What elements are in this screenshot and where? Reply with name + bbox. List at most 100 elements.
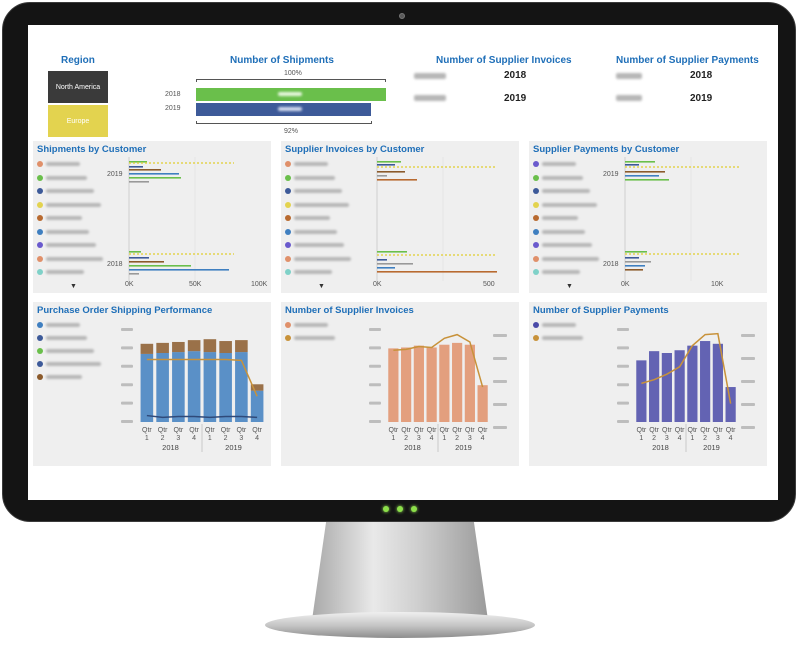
legend-label-redacted (294, 323, 328, 327)
axis-tick-label-redacted (369, 364, 381, 368)
legend-dot-icon (533, 335, 539, 341)
legend-item[interactable] (37, 334, 117, 342)
legend-item[interactable] (533, 268, 613, 276)
quarter-label: Qtr (174, 427, 184, 434)
legend-item[interactable] (533, 241, 613, 249)
legend-item[interactable] (533, 321, 613, 329)
legend-item[interactable] (285, 187, 365, 195)
quarter-label: Qtr (649, 427, 659, 434)
legend-item[interactable] (37, 321, 117, 329)
legend-item[interactable] (37, 160, 117, 168)
bar-mark (129, 169, 161, 171)
legend-item[interactable] (37, 241, 117, 249)
invoices-legend-scroll-icon[interactable]: ▼ (318, 283, 325, 290)
axis-tick-label-redacted (493, 380, 507, 383)
legend-item[interactable] (37, 187, 117, 195)
axis-tick-label-redacted (121, 401, 133, 405)
legend-item[interactable] (285, 268, 365, 276)
legend-dot-icon (37, 201, 43, 208)
legend-item[interactable] (533, 174, 613, 182)
legend-label-redacted (46, 229, 89, 234)
legend-item[interactable] (37, 228, 117, 236)
invoices-by-customer-plot (376, 157, 497, 281)
legend-item[interactable] (37, 360, 117, 368)
legend-dot-icon (533, 161, 539, 167)
legend-item[interactable] (285, 160, 365, 168)
bar-mark (172, 352, 185, 422)
year-label: 2019 (455, 443, 472, 452)
shipments-top-bracket (196, 79, 386, 82)
legend-item[interactable] (285, 228, 365, 236)
bar-mark (625, 171, 665, 173)
legend-item[interactable] (37, 214, 117, 222)
legend-item[interactable] (285, 334, 365, 342)
region-north-america-button[interactable]: North America (48, 71, 108, 103)
payments-tick-1: 10K (711, 281, 724, 288)
bar-mark (388, 348, 399, 422)
legend-item[interactable] (285, 214, 365, 222)
quarter-label: Qtr (189, 427, 199, 434)
monitor-bezel: Region North America Europe Number of Sh… (2, 2, 796, 522)
bar-mark (377, 259, 387, 261)
bar-mark (140, 343, 154, 354)
shipments-bottom-pct: 92% (284, 128, 299, 135)
bar-mark (250, 390, 264, 422)
legend-item[interactable] (37, 373, 117, 381)
supplier-payments-panel[interactable]: Number of Supplier Payments Qtr 1 Qtr 2 Qtr 3… (529, 302, 767, 466)
shipments-by-customer-panel[interactable]: Shipments by Customer 2019 2018 0K 50K 1… (33, 141, 271, 293)
legend-item[interactable] (285, 255, 365, 263)
legend-label-redacted (46, 336, 87, 340)
legend-item[interactable] (37, 174, 117, 182)
legend-dot-icon (533, 228, 539, 235)
legend-item[interactable] (37, 268, 117, 276)
payments-by-customer-panel[interactable]: Supplier Payments by Customer 2019 2018 … (529, 141, 767, 293)
bar-mark (129, 177, 181, 179)
series-line-secondary (146, 414, 258, 419)
legend-item[interactable] (285, 241, 365, 249)
led-icon (397, 506, 403, 512)
bar-mark (464, 344, 475, 422)
legend-label-redacted (542, 216, 578, 220)
axis-tick-label-redacted (493, 334, 507, 337)
legend-item[interactable] (37, 255, 117, 263)
invoices-by-customer-panel[interactable]: Supplier Invoices by Customer 0K 500 ▼ (281, 141, 519, 293)
legend-item[interactable] (533, 187, 613, 195)
legend-dot-icon (285, 174, 291, 181)
legend-item[interactable] (285, 201, 365, 209)
bar-mark (625, 251, 647, 253)
region-title: Region (61, 55, 95, 66)
region-europe-button[interactable]: Europe (48, 105, 108, 137)
legend-item[interactable] (533, 334, 613, 342)
legend-item[interactable] (533, 255, 613, 263)
legend-label-redacted (294, 216, 330, 220)
legend-dot-icon (533, 201, 539, 208)
legend-label-redacted (46, 256, 103, 261)
bar-mark (377, 271, 497, 273)
legend-item[interactable] (533, 201, 613, 209)
quarter-number: 1 (690, 435, 694, 442)
legend-item[interactable] (285, 321, 365, 329)
supplier-invoices-panel[interactable]: Number of Supplier Invoices Qtr 1 Qtr 2 Qtr 3… (281, 302, 519, 466)
payments-legend-scroll-icon[interactable]: ▼ (566, 283, 573, 290)
legend-item[interactable] (533, 228, 613, 236)
dashboard-screen: Region North America Europe Number of Sh… (28, 25, 778, 500)
bar-mark (625, 257, 639, 259)
bar-mark (712, 343, 723, 422)
legend-item[interactable] (37, 347, 117, 355)
legend-item[interactable] (533, 214, 613, 222)
legend-item[interactable] (37, 201, 117, 209)
led-icon (411, 506, 417, 512)
legend-dot-icon (285, 242, 291, 248)
quarter-number: 1 (208, 435, 212, 442)
invoices-tick-0: 0K (373, 281, 382, 288)
shipments-legend-scroll-icon[interactable]: ▼ (70, 283, 77, 290)
legend-item[interactable] (533, 160, 613, 168)
legend-item[interactable] (285, 174, 365, 182)
legend-dot-icon (533, 269, 539, 275)
po-shipping-panel[interactable]: Purchase Order Shipping Performance Qtr 1… (33, 302, 271, 466)
axis-tick-label-redacted (369, 420, 381, 423)
legend-label-redacted (46, 162, 80, 166)
axis-tick-label-redacted (493, 357, 507, 360)
axis-tick-label-redacted (617, 401, 629, 405)
